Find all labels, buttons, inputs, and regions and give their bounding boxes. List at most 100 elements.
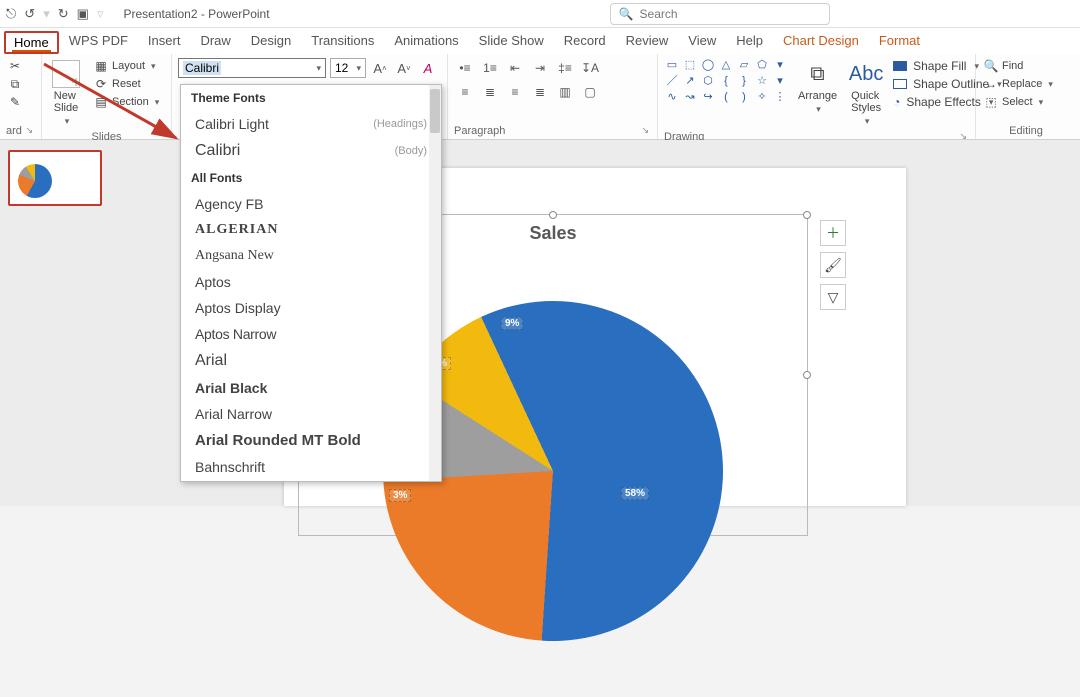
format-painter-icon: ✎ — [8, 95, 22, 109]
font-item[interactable]: Bahnschrift — [181, 454, 441, 480]
autosave-icon[interactable]: ⎋ — [6, 6, 16, 22]
font-dropdown-panel: Theme Fonts Calibri Light(Headings) Cali… — [180, 84, 442, 482]
arrange-button[interactable]: ⧉ Arrange▾ — [794, 58, 841, 117]
chart-quick-tools: ＋ 🖌 ▽ — [820, 220, 846, 310]
cut-button[interactable]: ✂ — [6, 58, 24, 74]
replace-button[interactable]: ↔Replace▾ — [982, 76, 1055, 92]
group-slides: ＋ New Slide ▾ ▦Layout▾ ⟳Reset ▤Section▾ … — [42, 54, 172, 139]
bullets-button[interactable]: •≡ — [454, 58, 476, 78]
cut-icon: ✂ — [8, 59, 22, 73]
chart-styles-button[interactable]: 🖌 — [820, 252, 846, 278]
align-center-button[interactable]: ≣ — [479, 82, 501, 102]
clipboard-launcher[interactable]: ↘ — [25, 125, 35, 136]
undo-icon[interactable]: ↺ — [24, 6, 35, 22]
document-title: Presentation2 - PowerPoint — [123, 7, 269, 21]
font-item[interactable]: ALGERIAN — [181, 217, 441, 243]
tab-wps-pdf[interactable]: WPS PDF — [59, 29, 138, 54]
group-clipboard: ✂ ⧉ ✎ ard↘ — [0, 54, 42, 139]
reset-button[interactable]: ⟳Reset — [92, 76, 161, 92]
tab-help[interactable]: Help — [726, 29, 773, 54]
paragraph-row2: ≡ ≣ ≡ ≣ ▥ ▢ — [454, 82, 601, 102]
tab-review[interactable]: Review — [616, 29, 679, 54]
tab-record[interactable]: Record — [554, 29, 616, 54]
clear-formatting-button[interactable]: A — [418, 58, 438, 78]
tab-home[interactable]: Home — [4, 31, 59, 54]
layout-icon: ▦ — [94, 59, 108, 73]
columns-button[interactable]: ▥ — [554, 82, 576, 102]
tab-transitions[interactable]: Transitions — [301, 29, 384, 54]
font-item[interactable]: Arial Rounded MT Bold — [181, 427, 441, 454]
format-painter-button[interactable]: ✎ — [6, 94, 24, 110]
decrease-indent-button[interactable]: ⇤ — [504, 58, 526, 78]
shape-fill-icon — [893, 61, 907, 71]
font-item[interactable]: Bahnschrift Condensed — [181, 480, 441, 482]
slice-label-partial[interactable]: 3% — [389, 489, 411, 502]
paragraph-row1: •≡ 1≡ ⇤ ⇥ ‡≡ ↧A — [454, 58, 601, 78]
start-from-beginning-icon[interactable]: ▣ — [77, 6, 89, 22]
chart-elements-button[interactable]: ＋ — [820, 220, 846, 246]
dropdown-scrollbar[interactable] — [429, 85, 441, 481]
group-drawing: ▭⬚◯△▱⬠▾ ／↗⬡{}☆▾ ∿↝↪()✧⋮ ⧉ Arrange▾ Abc Q… — [658, 54, 976, 139]
theme-fonts-header: Theme Fonts — [181, 85, 441, 111]
slide-thumbnail-1[interactable] — [8, 150, 102, 206]
group-paragraph: •≡ 1≡ ⇤ ⇥ ‡≡ ↧A ≡ ≣ ≡ ≣ ▥ ▢ Paragraph↘ — [448, 54, 658, 139]
line-spacing-button[interactable]: ‡≡ — [554, 58, 576, 78]
chart-filters-button[interactable]: ▽ — [820, 284, 846, 310]
numbering-button[interactable]: 1≡ — [479, 58, 501, 78]
font-size-input[interactable]: 12 ▾ — [330, 58, 366, 78]
tab-design[interactable]: Design — [241, 29, 301, 54]
all-fonts-list: Agency FBALGERIANAngsana NewAptosAptos D… — [181, 191, 441, 482]
font-item[interactable]: Arial — [181, 347, 441, 375]
shape-effects-icon: ◔ — [893, 95, 900, 109]
new-slide-label: New Slide — [54, 90, 78, 114]
increase-font-button[interactable]: A˄ — [370, 58, 390, 78]
font-item[interactable]: Agency FB — [181, 191, 441, 217]
tab-chart-design[interactable]: Chart Design — [773, 29, 869, 54]
slice-label-9[interactable]: 9% — [501, 317, 523, 330]
font-item[interactable]: Aptos Narrow — [181, 321, 441, 347]
font-item[interactable]: Aptos Display — [181, 295, 441, 321]
font-item-calibri[interactable]: Calibri(Body) — [181, 137, 441, 165]
tab-slide-show[interactable]: Slide Show — [469, 29, 554, 54]
title-bar: ⎋ ↺ ▾ ↻ ▣ ▿ Presentation2 - PowerPoint 🔍… — [0, 0, 1080, 28]
tab-view[interactable]: View — [678, 29, 726, 54]
layout-button[interactable]: ▦Layout▾ — [92, 58, 161, 74]
font-item[interactable]: Arial Black — [181, 375, 441, 401]
group-label-clipboard: ard — [6, 123, 22, 137]
slice-label-58[interactable]: 58% — [621, 487, 649, 500]
justify-button[interactable]: ≣ — [529, 82, 551, 102]
tab-format[interactable]: Format — [869, 29, 930, 54]
tab-animations[interactable]: Animations — [384, 29, 468, 54]
paragraph-launcher[interactable]: ↘ — [641, 125, 651, 136]
section-button[interactable]: ▤Section▾ — [92, 94, 161, 110]
shapes-gallery[interactable]: ▭⬚◯△▱⬠▾ ／↗⬡{}☆▾ ∿↝↪()✧⋮ — [664, 58, 788, 104]
align-left-button[interactable]: ≡ — [454, 82, 476, 102]
redo-icon[interactable]: ↻ — [58, 6, 69, 22]
slide-thumbnail-panel — [0, 140, 110, 506]
increase-indent-button[interactable]: ⇥ — [529, 58, 551, 78]
font-item[interactable]: Angsana New — [181, 243, 441, 269]
copy-button[interactable]: ⧉ — [6, 76, 24, 92]
font-item[interactable]: Arial Narrow — [181, 401, 441, 427]
align-text-button[interactable]: ▢ — [579, 82, 601, 102]
decrease-font-button[interactable]: A˅ — [394, 58, 414, 78]
font-name-input[interactable]: Calibri ▾ — [178, 58, 326, 78]
quick-styles-button[interactable]: Abc Quick Styles▾ — [847, 58, 885, 129]
quick-access-toolbar: ⎋ ↺ ▾ ↻ ▣ ▿ — [6, 6, 103, 22]
font-item-calibri-light[interactable]: Calibri Light(Headings) — [181, 111, 441, 137]
tab-insert[interactable]: Insert — [138, 29, 191, 54]
align-right-button[interactable]: ≡ — [504, 82, 526, 102]
new-slide-button[interactable]: ＋ New Slide ▾ — [48, 58, 84, 129]
text-direction-button[interactable]: ↧A — [579, 58, 601, 78]
group-editing: 🔍Find ↔Replace▾ ⬚Select▾ Editing — [976, 54, 1076, 139]
search-input[interactable]: 🔍 Search — [610, 3, 830, 25]
select-button[interactable]: ⬚Select▾ — [982, 94, 1055, 110]
font-name-value: Calibri — [183, 61, 221, 75]
ribbon-tabs: Home WPS PDF Insert Draw Design Transiti… — [0, 28, 1080, 54]
find-button[interactable]: 🔍Find — [982, 58, 1055, 74]
workspace: Sales 58% 3% 10% 9% ＋ 🖌 ▽ — [0, 140, 1080, 506]
thumbnail-pie-icon — [18, 164, 52, 198]
font-item[interactable]: Aptos — [181, 269, 441, 295]
tab-draw[interactable]: Draw — [190, 29, 240, 54]
group-label-editing: Editing — [982, 123, 1070, 137]
